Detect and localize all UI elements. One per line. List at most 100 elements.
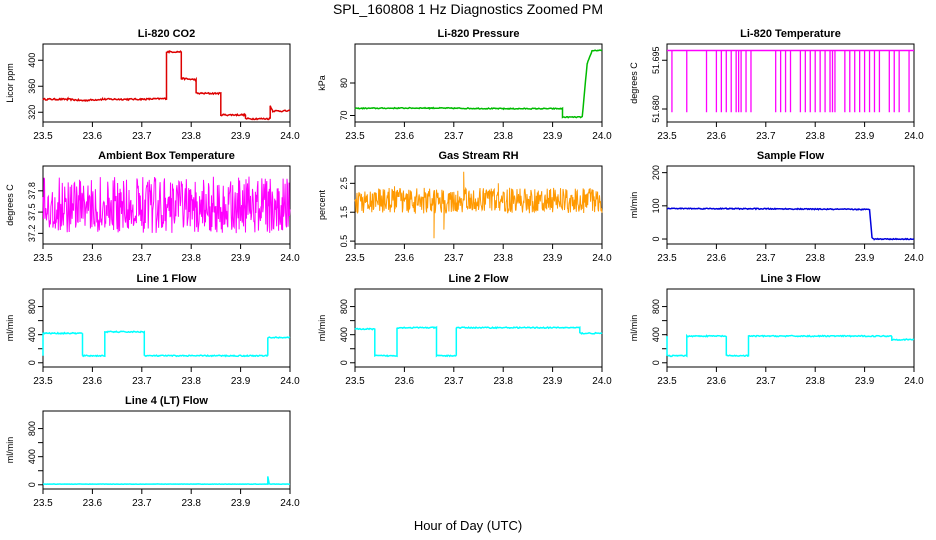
x-tick-label: 23.8 — [181, 253, 201, 264]
y-tick-label: 800 — [27, 421, 37, 436]
y-tick-label: 400 — [27, 53, 37, 68]
y-axis-label: ml/min — [629, 315, 639, 342]
series-line — [354, 325, 603, 358]
chart-panel: Line 4 (LT) Flow 23.5 23.6 23.7 23.8 23.9 24.0… — [5, 395, 300, 509]
x-axis-label: Hour of Day (UTC) — [413, 518, 523, 533]
x-tick-label: 24.0 — [280, 376, 300, 387]
chart-panel: Ambient Box Temperature 23.5 23.6 23.7 23.8 2… — [5, 150, 300, 264]
figure-title: SPL_160808 1 Hz Diagnostics Zoomed PM — [332, 1, 604, 17]
y-tick-label: 200 — [651, 165, 661, 180]
y-tick-label: 37.5 — [27, 203, 37, 221]
y-axis-label: ml/min — [629, 192, 639, 219]
panel-title: Line 3 Flow — [761, 273, 821, 285]
x-tick-label: 24.0 — [280, 498, 300, 509]
chart-panel: Li-820 CO2 23.5 23.6 23.7 23.8 23.9 24.0 320 360… — [5, 28, 300, 142]
plot-frame — [354, 165, 603, 245]
y-tick-label: 400 — [339, 327, 349, 342]
x-tick-label: 23.7 — [132, 131, 152, 142]
y-tick-label: 1.5 — [339, 206, 349, 219]
series-line — [42, 50, 291, 121]
x-tick-label: 23.6 — [83, 253, 103, 264]
y-axis-label: ml/min — [5, 315, 15, 342]
x-tick-label: 23.5 — [33, 498, 53, 509]
x-tick-label: 23.6 — [83, 498, 103, 509]
x-tick-label: 23.5 — [345, 131, 365, 142]
x-tick-label: 23.7 — [756, 253, 776, 264]
x-tick-label: 23.7 — [444, 376, 464, 387]
x-tick-label: 24.0 — [904, 253, 924, 264]
x-tick-label: 23.8 — [181, 131, 201, 142]
plot-frame — [666, 288, 915, 368]
chart-panel: Sample Flow 23.5 23.6 23.7 23.8 23.9 24.0 0 100 2… — [629, 150, 924, 264]
panel-title: Line 4 (LT) Flow — [125, 395, 208, 407]
plot-frame — [42, 43, 291, 123]
x-tick-label: 23.9 — [231, 131, 251, 142]
y-axis-label: degrees C — [629, 62, 639, 104]
y-tick-label: 37.8 — [27, 182, 37, 200]
x-tick-label: 23.9 — [543, 253, 563, 264]
panel-title: Line 2 Flow — [449, 273, 509, 285]
x-tick-label: 24.0 — [592, 376, 612, 387]
y-axis-label: degrees C — [5, 184, 15, 226]
y-tick-label: 0 — [651, 237, 661, 242]
x-tick-label: 23.6 — [83, 376, 103, 387]
x-tick-label: 23.5 — [345, 253, 365, 264]
y-tick-label: 37.2 — [27, 225, 37, 243]
x-tick-label: 23.9 — [543, 131, 563, 142]
x-tick-label: 24.0 — [904, 376, 924, 387]
x-tick-label: 23.8 — [805, 253, 825, 264]
series-line — [666, 333, 915, 358]
x-tick-label: 23.7 — [756, 376, 776, 387]
y-tick-label: 400 — [27, 449, 37, 464]
x-tick-label: 23.8 — [805, 376, 825, 387]
y-tick-label: 800 — [339, 299, 349, 314]
y-tick-label: 320 — [27, 105, 37, 120]
y-tick-label: 100 — [651, 198, 661, 213]
chart-panel: Li-820 Pressure 23.5 23.6 23.7 23.8 23.9 24.0 7… — [317, 28, 612, 142]
x-tick-label: 23.9 — [543, 376, 563, 387]
x-tick-label: 23.6 — [83, 131, 103, 142]
plot-frame — [666, 43, 915, 123]
y-axis-label: Licor ppm — [5, 63, 15, 103]
series-line — [354, 49, 603, 119]
x-tick-label: 23.7 — [132, 498, 152, 509]
x-tick-label: 23.9 — [231, 376, 251, 387]
y-tick-label: 800 — [27, 299, 37, 314]
x-tick-label: 23.8 — [493, 253, 513, 264]
x-tick-label: 23.8 — [805, 131, 825, 142]
x-tick-label: 23.6 — [707, 376, 727, 387]
x-tick-label: 24.0 — [280, 253, 300, 264]
x-tick-label: 23.7 — [132, 253, 152, 264]
y-tick-label: 2.5 — [339, 177, 349, 190]
y-tick-label: 0 — [27, 482, 37, 487]
y-tick-label: 0 — [651, 360, 661, 365]
y-tick-label: 400 — [27, 327, 37, 342]
y-axis-label: ml/min — [317, 315, 327, 342]
x-tick-label: 23.5 — [33, 376, 53, 387]
x-tick-label: 23.5 — [657, 376, 677, 387]
panel-title: Li-820 Pressure — [438, 28, 520, 40]
series-line — [354, 171, 603, 239]
panel-title: Li-820 CO2 — [138, 28, 195, 40]
x-tick-label: 23.7 — [444, 131, 464, 142]
chart-panel: Gas Stream RH 23.5 23.6 23.7 23.8 23.9 24.0 0.5… — [317, 150, 612, 264]
x-tick-label: 23.5 — [345, 376, 365, 387]
y-axis-label: ml/min — [5, 437, 15, 464]
x-tick-label: 23.5 — [657, 253, 677, 264]
chart-panel: Li-820 Temperature 23.5 23.6 23.7 23.8 23.9 24… — [629, 28, 924, 142]
plot-frame — [42, 288, 291, 368]
panel-title: Sample Flow — [757, 150, 825, 162]
y-tick-label: 400 — [651, 327, 661, 342]
series-line — [42, 330, 291, 358]
plot-frame — [354, 288, 603, 368]
series-line — [43, 476, 291, 486]
x-tick-label: 23.7 — [132, 376, 152, 387]
x-tick-label: 23.9 — [231, 498, 251, 509]
series-line — [42, 176, 291, 234]
x-tick-label: 23.9 — [855, 253, 875, 264]
y-tick-label: 0 — [339, 360, 349, 365]
y-axis-label: percent — [317, 189, 327, 220]
x-tick-label: 23.5 — [33, 131, 53, 142]
plot-frame — [354, 43, 603, 123]
panel-title: Gas Stream RH — [438, 150, 518, 162]
